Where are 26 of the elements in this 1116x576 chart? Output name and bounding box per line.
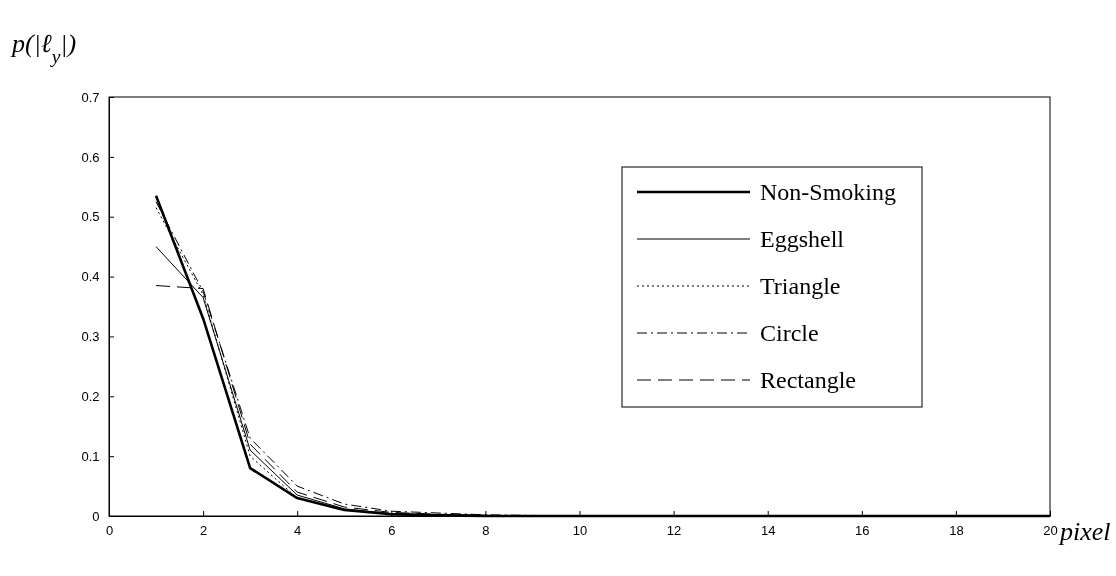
legend-label: Rectangle	[760, 367, 856, 393]
y-tick-label: 0.1	[81, 448, 100, 464]
x-tick-label: 18	[949, 522, 964, 538]
y-tick-label: 0	[92, 508, 100, 524]
x-tick-label: 10	[572, 522, 588, 538]
y-tick-label: 0.7	[81, 89, 100, 105]
x-tick-label: 2	[199, 522, 208, 538]
x-tick-label: 14	[760, 522, 776, 538]
y-axis-title: p(|ℓ$_{y}$|)	[10, 29, 77, 67]
y-tick-label: 0.4	[81, 269, 100, 285]
legend-label: Non-Smoking	[760, 179, 897, 205]
y-tick-label: 0.2	[81, 388, 100, 404]
legend-label: Circle	[760, 320, 819, 346]
x-tick-label: 16	[855, 522, 870, 538]
x-tick-label: 4	[294, 522, 302, 538]
y-tick-label: 0.5	[81, 209, 100, 225]
x-tick-label: 0	[105, 522, 114, 538]
legend-label: Triangle	[760, 273, 841, 299]
legend-label: Eggshell	[760, 226, 845, 252]
x-tick-label: 12	[666, 522, 682, 538]
x-axis-title: pixel	[1058, 517, 1111, 546]
x-tick-label: 8	[482, 522, 490, 538]
y-tick-label: 0.3	[81, 329, 100, 345]
y-tick-label: 0.6	[81, 149, 100, 165]
x-tick-label: 20	[1043, 522, 1058, 538]
x-tick-label: 6	[388, 522, 396, 538]
